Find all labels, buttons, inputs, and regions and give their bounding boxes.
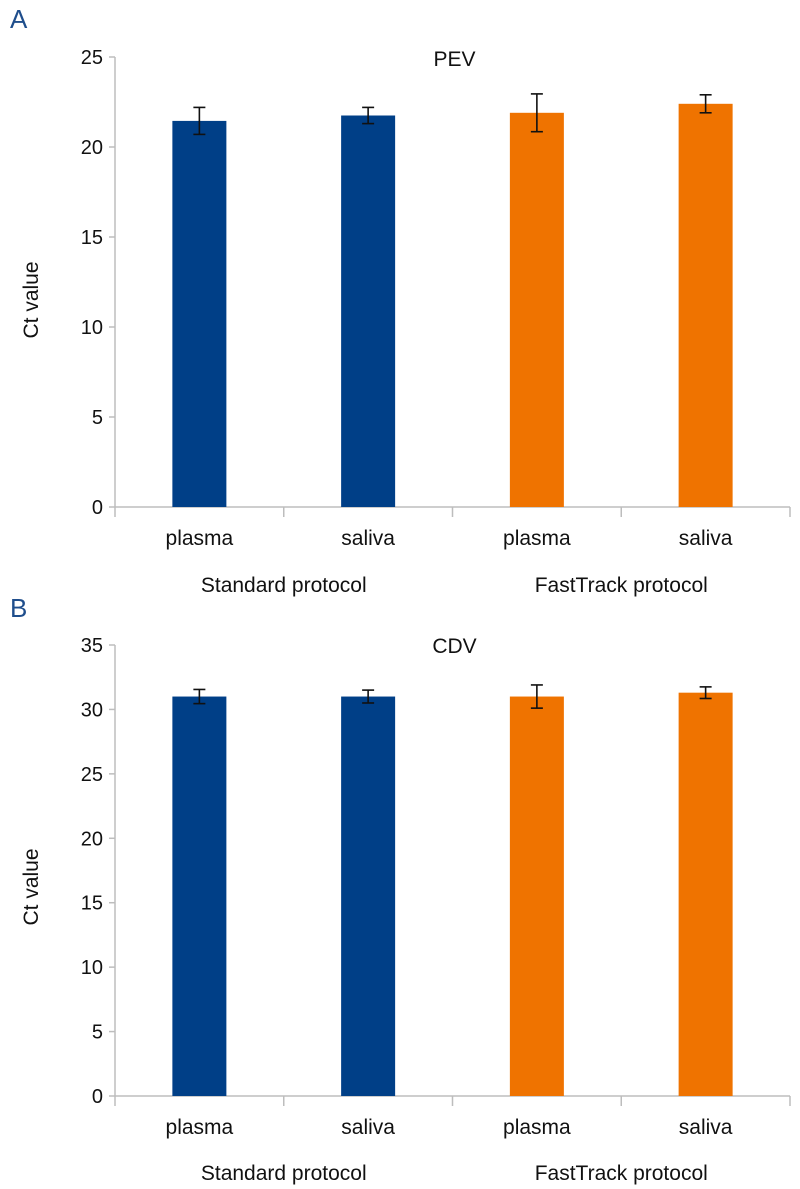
bar xyxy=(341,696,396,1096)
x-group-label: Standard protocol xyxy=(201,574,367,597)
y-tick-label: 0 xyxy=(92,1086,103,1108)
y-tick-label: 25 xyxy=(81,47,103,69)
y-tick-label: 0 xyxy=(92,497,103,519)
bar xyxy=(341,115,396,507)
x-category-label: saliva xyxy=(341,1116,395,1139)
y-tick-label: 10 xyxy=(81,957,103,979)
y-tick-label: 20 xyxy=(81,137,103,159)
x-group-label: FastTrack protocol xyxy=(535,574,708,597)
x-category-label: plasma xyxy=(166,527,234,550)
y-tick-label: 15 xyxy=(81,227,103,249)
chart-title: CDV xyxy=(432,635,476,658)
bar xyxy=(678,692,733,1096)
panel-label: B xyxy=(10,593,27,623)
y-tick-label: 5 xyxy=(92,1022,103,1044)
x-category-label: saliva xyxy=(341,527,395,550)
x-group-label: Standard protocol xyxy=(201,1162,367,1185)
y-axis-label: Ct value xyxy=(20,261,43,338)
y-tick-label: 20 xyxy=(81,828,103,850)
y-tick-label: 30 xyxy=(81,699,103,721)
x-category-label: plasma xyxy=(503,527,571,550)
x-category-label: plasma xyxy=(503,1116,571,1139)
bar xyxy=(678,103,733,508)
x-group-label: FastTrack protocol xyxy=(535,1162,708,1185)
bar xyxy=(172,696,227,1096)
y-tick-label: 25 xyxy=(81,764,103,786)
y-tick-label: 35 xyxy=(81,635,103,657)
x-category-label: saliva xyxy=(679,1116,733,1139)
y-tick-label: 5 xyxy=(92,407,103,429)
panel-label: A xyxy=(10,4,28,34)
bar xyxy=(172,120,227,508)
y-tick-label: 10 xyxy=(81,317,103,339)
x-category-label: saliva xyxy=(679,527,733,550)
y-axis-label: Ct value xyxy=(20,848,43,925)
bar xyxy=(509,112,564,508)
bar xyxy=(509,696,564,1096)
x-category-label: plasma xyxy=(166,1116,234,1139)
y-tick-label: 15 xyxy=(81,893,103,915)
chart-title: PEV xyxy=(433,48,475,71)
